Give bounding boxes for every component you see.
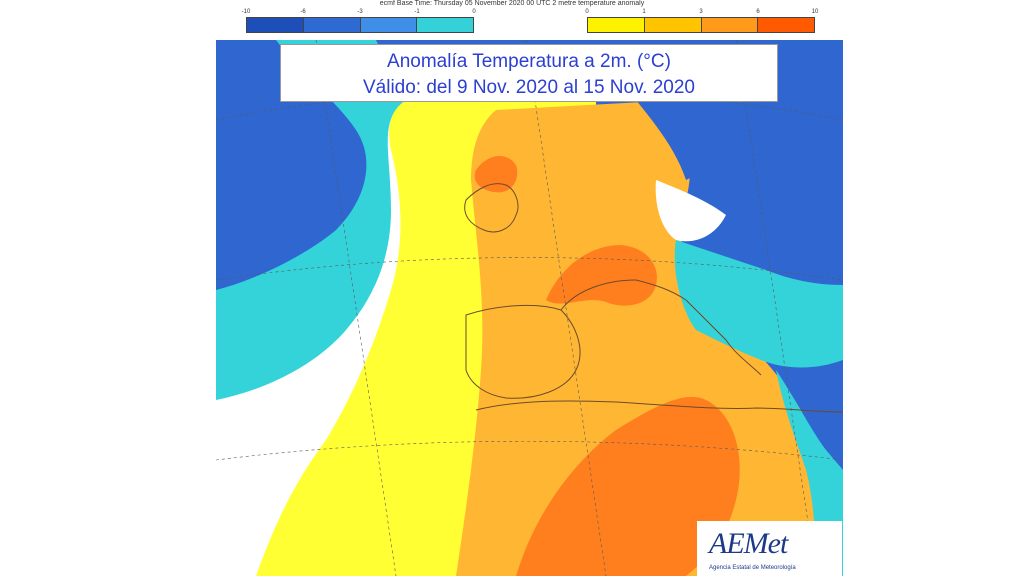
legend-tick: 1 [642,9,646,15]
meridian-line [735,40,817,576]
meridian-line [315,40,397,576]
meridian-line [525,40,607,576]
legend-tick: -3 [357,9,363,15]
legend-swatch [701,18,759,32]
legend-tick: -1 [414,9,420,15]
parallel-line [216,440,843,461]
legend-positive-bar [587,17,815,33]
legend-swatch [417,18,473,32]
header-caption: ecmf Base Time: Thursday 05 November 202… [379,0,645,7]
coast-italy [685,299,762,376]
anomaly-map-svg [216,40,843,576]
legend-swatch [588,18,645,32]
legend-swatch [247,18,304,32]
coast-iberia [465,304,581,399]
legend-swatch [758,18,814,32]
map-validity: Válido: del 9 Nov. 2020 al 15 Nov. 2020 [362,77,696,98]
legend-tick: 3 [699,9,703,15]
coast-british-isles [464,183,519,233]
legend-tick: 0 [472,9,476,15]
coastlines [464,183,843,413]
anomaly-map [216,40,843,576]
map-title: Anomalía Temperatura a 2m. (°C) [387,51,671,72]
legend-tick: 6 [756,9,760,15]
aemet-subtitle: Agencia Estatal de Meteorología [709,565,796,571]
legend-negative: -10 -6 -3 -1 0 [242,9,476,33]
cyan-zone-east [674,240,843,368]
legend-swatch [644,18,702,32]
legend-positive: 0 1 3 6 10 [585,9,818,33]
legend-positive-ticks: 0 1 3 6 10 [585,9,818,17]
legend-tick: -10 [241,9,251,15]
dark-orange-zone-scotland [474,155,518,193]
aemet-logo: AEMet Agencia Estatal de Meteorología [697,521,842,576]
dark-orange-zone-africa [516,396,740,576]
legend-negative-bar [246,17,474,33]
dark-orange-zone-france [546,245,657,306]
map-title-box: Anomalía Temperatura a 2m. (°C) Válido: … [280,44,778,102]
white-zone-baltic [655,180,726,242]
legend-swatch [360,18,418,32]
aemet-wordmark: AEMet [709,527,788,560]
legend-tick: -6 [300,9,306,15]
coast-france [560,279,687,311]
legend-tick: 0 [585,9,589,15]
coast-north-africa [475,400,843,413]
legend-negative-ticks: -10 -6 -3 -1 0 [242,9,476,17]
legend-swatch [303,18,361,32]
legend-tick: 10 [811,9,819,15]
parallel-line [216,257,843,281]
